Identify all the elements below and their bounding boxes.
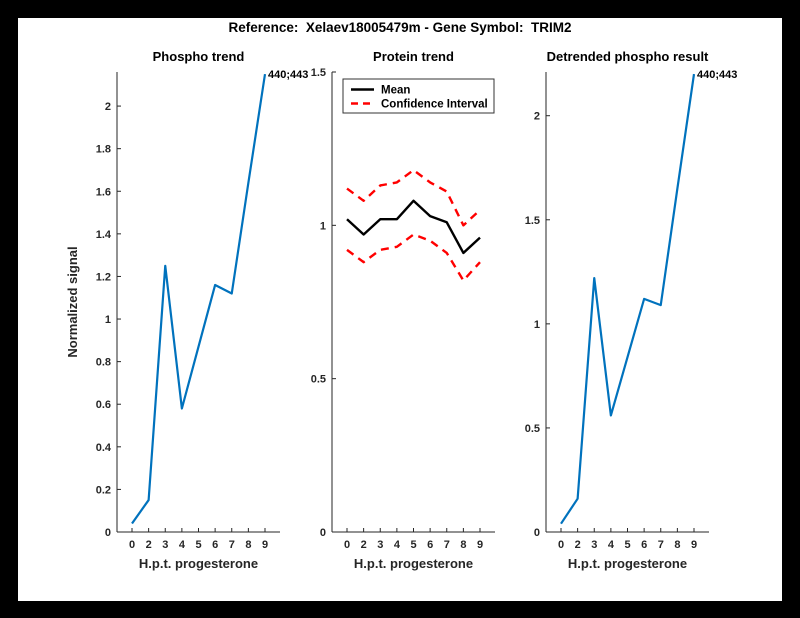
y-tick-label: 0.5 — [311, 374, 326, 386]
y-tick-label: 0.5 — [525, 423, 540, 435]
x-tick-label: 3 — [162, 539, 168, 551]
figure-title: Reference: Xelaev18005479m - Gene Symbol… — [228, 20, 572, 35]
x-tick-label: 9 — [691, 539, 697, 551]
series-line-confidence-interval-lower — [346, 233, 481, 282]
x-tick-label: 7 — [658, 539, 664, 551]
y-tick-label: 1 — [320, 220, 326, 232]
series-line-phospho-signal — [131, 73, 267, 525]
y-tick-label: 0.2 — [96, 484, 111, 496]
series-line-detrended-phospho-signal — [560, 73, 696, 525]
x-tick-label: 5 — [195, 539, 201, 551]
y-tick-label: 1.8 — [96, 144, 111, 156]
x-tick-label: 6 — [641, 539, 647, 551]
x-tick-label: 5 — [410, 539, 416, 551]
y-tick-label: 1.6 — [96, 186, 111, 198]
y-axis-title: Normalized signal — [65, 246, 80, 357]
y-tick-label: 1 — [105, 314, 111, 326]
series-line-confidence-interval-upper — [346, 168, 481, 227]
x-tick-label: 2 — [146, 539, 152, 551]
y-tick-label: 0.8 — [96, 357, 111, 369]
series-line-mean — [346, 199, 481, 255]
x-tick-label: 2 — [361, 539, 367, 551]
x-tick-label: 6 — [427, 539, 433, 551]
y-tick-label: 1.2 — [96, 271, 111, 283]
x-tick-label: 3 — [377, 539, 383, 551]
y-tick-label: 2 — [105, 101, 111, 113]
x-axis-title: H.p.t. progesterone — [568, 556, 687, 571]
y-tick-label: 1 — [534, 319, 540, 331]
x-tick-label: 5 — [624, 539, 630, 551]
x-axis-title: H.p.t. progesterone — [354, 556, 473, 571]
y-tick-label: 0.4 — [96, 442, 112, 454]
x-tick-label: 4 — [394, 539, 401, 551]
x-tick-label: 6 — [212, 539, 218, 551]
y-tick-label: 0.6 — [96, 399, 111, 411]
subplot-title: Detrended phospho result — [547, 49, 709, 64]
y-tick-label: 2 — [534, 111, 540, 123]
x-tick-label: 3 — [591, 539, 597, 551]
y-tick-label: 1.5 — [525, 215, 540, 227]
x-tick-label: 9 — [477, 539, 483, 551]
peak-annotation-label: 440;443 — [697, 69, 737, 81]
x-tick-label: 8 — [460, 539, 466, 551]
x-tick-label: 7 — [229, 539, 235, 551]
subplot-title: Protein trend — [373, 49, 454, 64]
x-tick-label: 4 — [179, 539, 186, 551]
peak-annotation-label: 440;443 — [268, 69, 308, 81]
x-tick-label: 7 — [444, 539, 450, 551]
x-tick-label: 0 — [129, 539, 135, 551]
x-tick-label: 4 — [608, 539, 615, 551]
y-tick-label: 0 — [320, 527, 326, 539]
x-tick-label: 8 — [245, 539, 251, 551]
x-tick-label: 0 — [344, 539, 350, 551]
legend-entry-label: Confidence Interval — [381, 99, 488, 111]
y-tick-label: 0 — [534, 527, 540, 539]
legend-entry-label: Mean — [381, 85, 410, 97]
x-tick-label: 8 — [674, 539, 680, 551]
y-tick-label: 1.4 — [96, 229, 112, 241]
x-tick-label: 0 — [558, 539, 564, 551]
y-tick-label: 1.5 — [311, 67, 326, 79]
x-axis-title: H.p.t. progesterone — [139, 556, 258, 571]
subplot-title: Phospho trend — [153, 49, 245, 64]
x-tick-label: 2 — [575, 539, 581, 551]
y-tick-label: 0 — [105, 527, 111, 539]
x-tick-label: 9 — [262, 539, 268, 551]
legend-box — [342, 78, 495, 114]
